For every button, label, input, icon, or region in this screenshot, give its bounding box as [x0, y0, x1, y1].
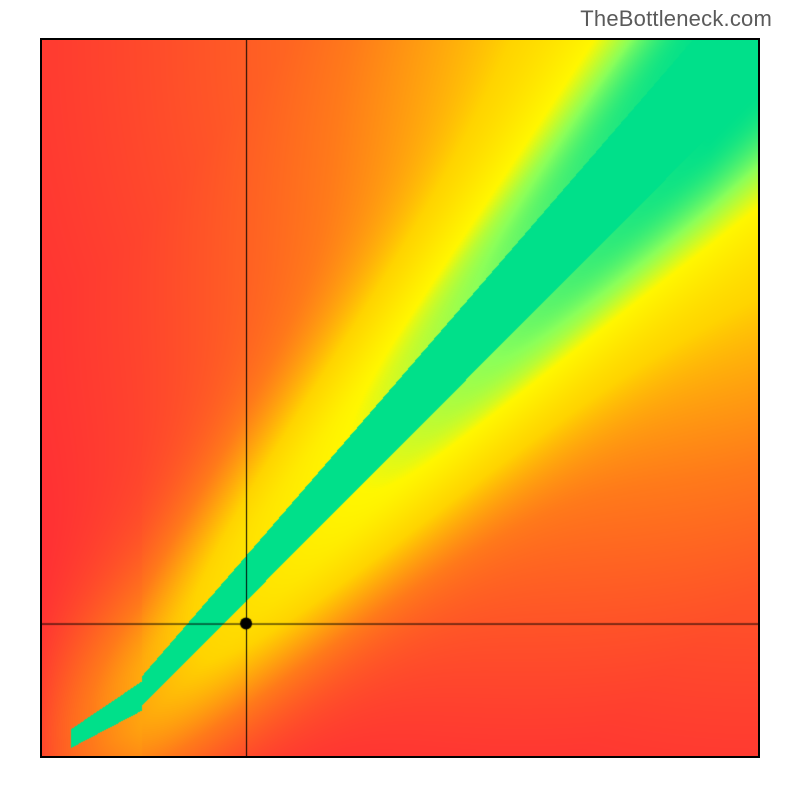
heatmap-plot — [40, 38, 760, 758]
watermark-text: TheBottleneck.com — [580, 6, 772, 32]
heatmap-canvas — [42, 40, 758, 756]
chart-container: TheBottleneck.com — [0, 0, 800, 800]
